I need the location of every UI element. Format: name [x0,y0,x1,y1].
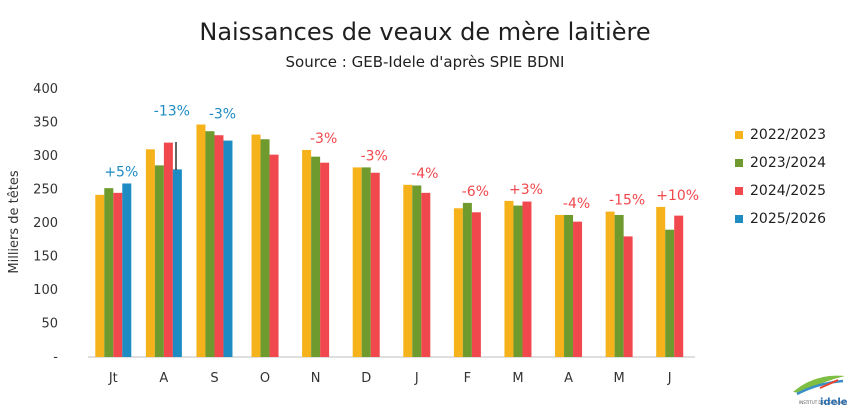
bar [665,229,675,357]
annotation-label: -3% [209,107,236,123]
annotation-label: -4% [411,166,438,182]
bar [251,134,261,357]
x-tick-label: Jt [108,371,118,386]
annotation-label: -13% [154,104,190,120]
bar [122,183,132,357]
bar [555,214,565,357]
x-tick-label: A [564,371,573,386]
annotation-label: +3% [509,182,543,198]
bar [145,149,155,357]
bar [352,167,362,357]
annotation-label: -15% [609,193,645,209]
legend-label: 2025/2026 [750,211,826,227]
annotation-label: -3% [310,131,337,147]
bar [453,208,463,357]
annotation-label: -6% [462,184,489,200]
y-tick-label: 200 [33,216,58,231]
x-tick-label: A [159,371,168,386]
bar [623,236,633,357]
y-tick-label: 250 [33,183,58,198]
bar [311,156,321,357]
logo-tagline: INSTITUT DE L'ÉLEVAGE [799,400,847,405]
logo-swoosh-red [819,379,839,389]
legend-swatch [735,131,743,139]
x-tick-label: N [311,371,321,386]
x-tick-label: J [667,371,672,386]
bar [196,124,206,357]
bar [260,139,270,357]
bar [573,221,583,357]
x-tick-label: M [512,371,523,386]
bar [656,206,666,357]
y-axis: - 50 100 150 200 250 300 350 400 [33,82,58,365]
bar [172,169,182,357]
y-tick-label: 50 [41,317,58,332]
legend-label: 2022/2023 [750,127,826,143]
bar [104,188,114,357]
bar [370,172,380,357]
bar [471,212,481,357]
bar [269,154,279,357]
bar [522,201,532,357]
bar [403,184,413,357]
y-tick-label: - [53,350,58,365]
annotation-label: +5% [104,164,138,180]
legend-label: 2024/2025 [750,183,826,199]
annotation-label: -3% [361,148,388,164]
x-axis: Jt A S O N D J F M A M J [108,371,672,386]
legend-swatch [735,187,743,195]
y-tick-label: 100 [33,283,58,298]
bar [674,215,684,357]
annotation-label: +10% [656,188,699,204]
bar [163,142,173,357]
bar [421,192,431,357]
chart-title: Naissances de veaux de mère laitière [199,18,650,46]
annotations: +5% -13% -3% -3% -3% -4% -6% +3% -4% -15% +10% [104,104,699,212]
legend-label: 2023/2024 [750,155,826,171]
x-tick-label: F [464,371,471,386]
bar [504,200,514,357]
bar [223,140,233,357]
bar [513,205,523,357]
bar [605,211,615,357]
legend: 2022/2023 2023/2024 2024/2025 2025/2026 [735,127,826,227]
x-tick-label: M [614,371,625,386]
bar [361,167,371,357]
bar [614,214,624,357]
y-axis-label: Milliers de têtes [7,170,22,273]
bar [302,149,312,357]
bar [113,192,123,357]
x-tick-label: J [414,371,419,386]
logo-text: idele [820,397,848,408]
bar [412,185,422,357]
logo-swoosh-blue [796,379,844,396]
x-tick-label: S [210,371,218,386]
bar [564,214,574,357]
bar [154,165,164,357]
bar [462,202,472,357]
bar [95,194,105,357]
legend-swatch [735,159,743,167]
y-tick-label: 350 [33,116,58,131]
x-tick-label: O [260,371,270,386]
y-tick-label: 400 [33,82,58,97]
bars [95,124,684,357]
y-tick-label: 150 [33,250,58,265]
x-tick-label: D [361,371,371,386]
chart-subtitle: Source : GEB-Idele d'après SPIE BDNI [286,53,565,71]
annotation-label: -4% [563,196,590,212]
y-tick-label: 300 [33,149,58,164]
idele-logo: INSTITUT DE L'ÉLEVAGE idele [793,375,848,408]
bar [320,162,330,357]
legend-swatch [735,215,743,223]
bar [214,135,224,357]
bar [205,131,215,357]
